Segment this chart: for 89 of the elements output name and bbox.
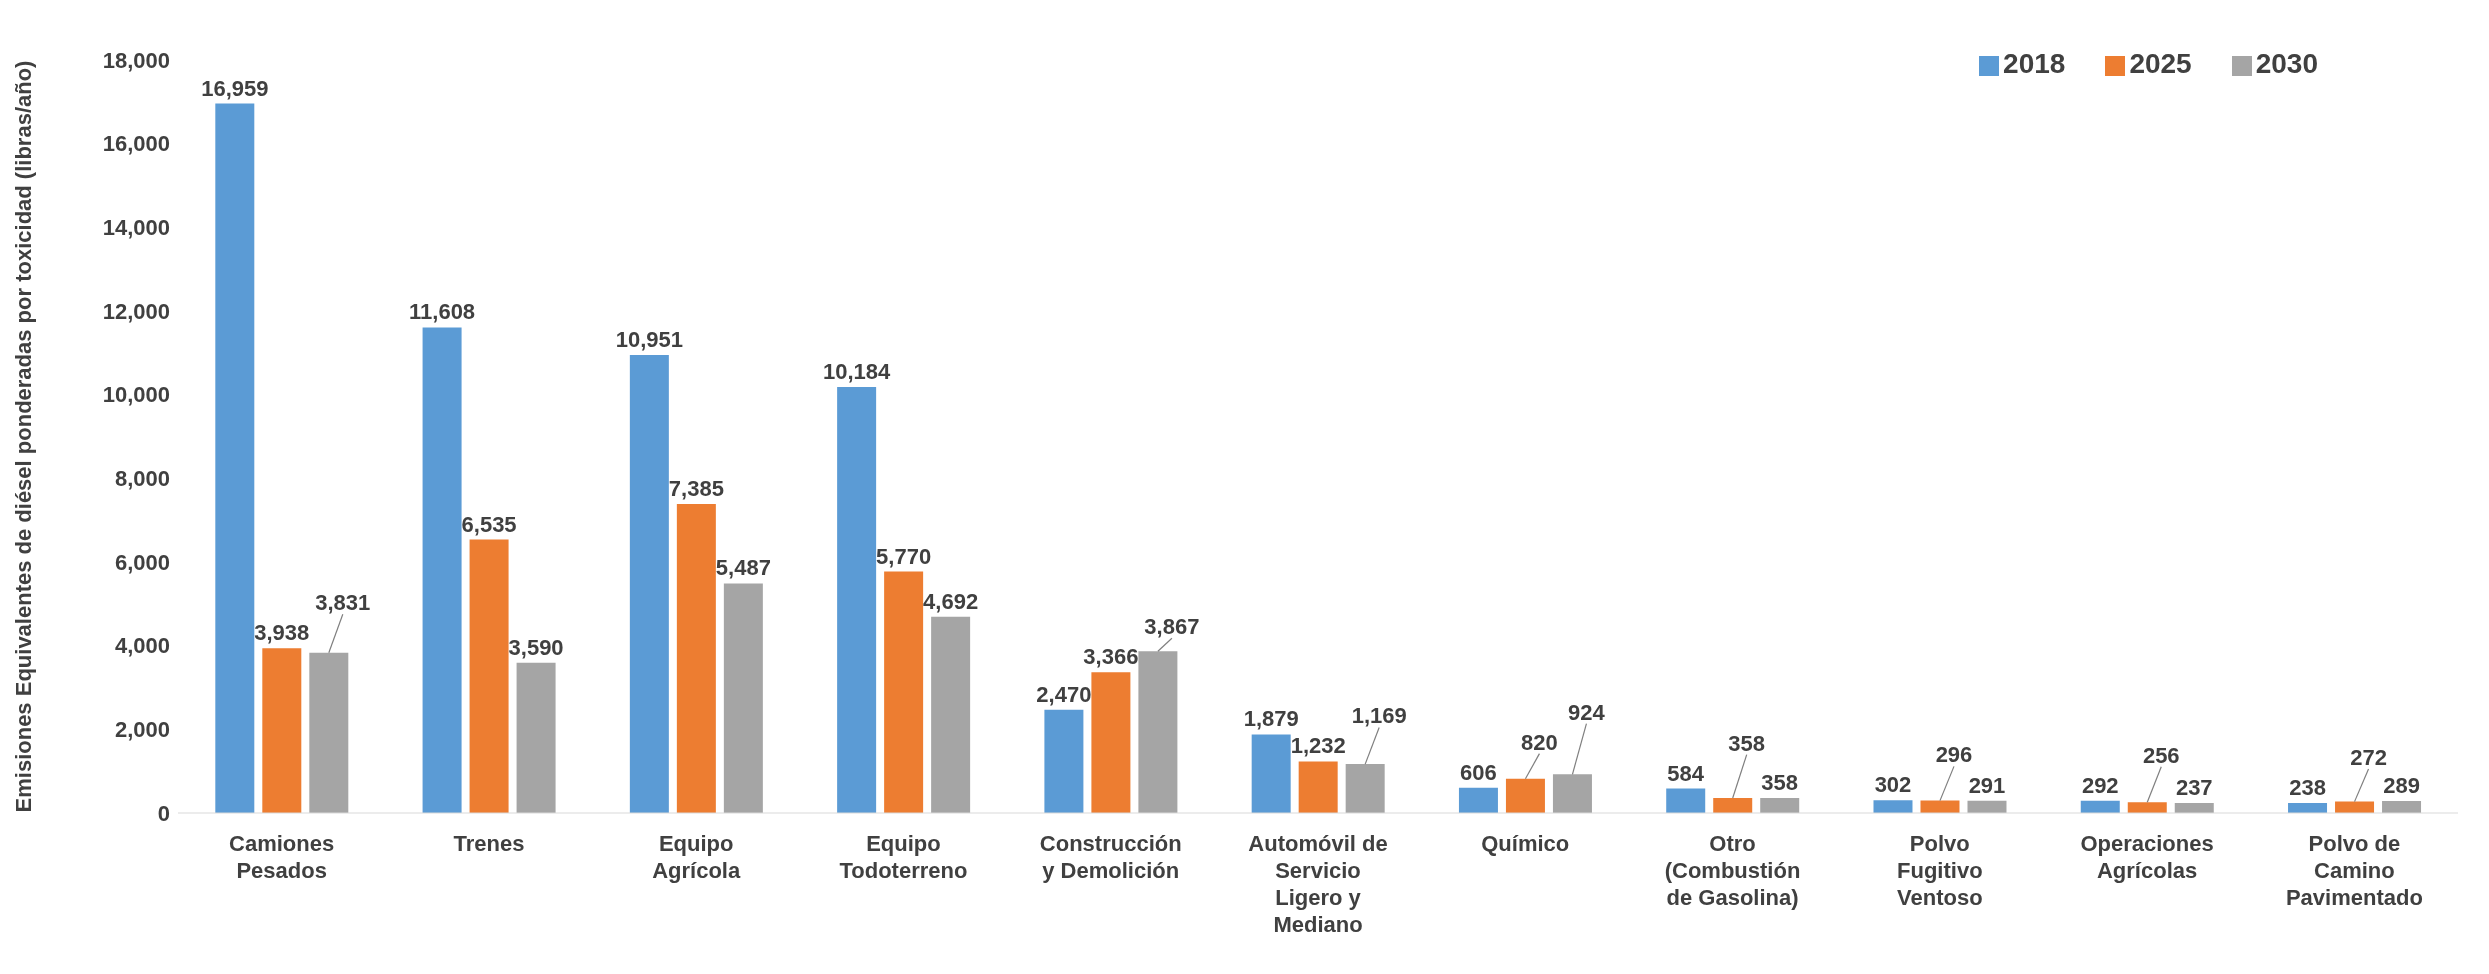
- y-tick-label: 14,000: [102, 215, 170, 241]
- data-label: 11,608: [409, 299, 476, 325]
- data-label: 924: [1568, 699, 1606, 725]
- bar: [215, 103, 255, 813]
- data-label: 291: [1968, 772, 2006, 798]
- data-label: 237: [2175, 775, 2213, 801]
- data-label: 1,232: [1290, 733, 1346, 759]
- data-label: 1,169: [1351, 703, 1407, 729]
- data-label: 272: [2350, 745, 2387, 771]
- bar: [837, 386, 877, 813]
- y-tick-label: 12,000: [102, 298, 170, 324]
- x-tick-label: Operaciones Agrícolas: [2080, 831, 2214, 883]
- data-label: 1,879: [1243, 706, 1299, 732]
- data-label: 10,951: [615, 326, 683, 352]
- data-label: 16,959: [201, 75, 269, 101]
- data-label: 606: [1460, 759, 1497, 785]
- data-label: 2,470: [1036, 681, 1092, 707]
- bar: [1873, 800, 1913, 813]
- y-tick-label: 0: [157, 800, 170, 826]
- x-tick-label: Otro (Combustión de Gasolina): [1664, 831, 1801, 910]
- data-label: 296: [1935, 742, 1973, 768]
- data-label: 256: [2142, 742, 2180, 768]
- x-tick-label: Químico: [1481, 831, 1570, 856]
- y-tick-label: 4,000: [114, 633, 170, 659]
- y-tick-label: 16,000: [102, 131, 170, 157]
- data-label: 4,692: [923, 588, 979, 614]
- x-tick-label: Construcción y Demolición: [1039, 831, 1182, 883]
- y-axis-title: Emisiones Equivalentes de diésel ponderadas por toxicidad (libras/año): [10, 60, 36, 813]
- data-label: 3,590: [508, 634, 564, 660]
- data-label: 7,385: [668, 476, 724, 502]
- bar: [1345, 764, 1385, 813]
- data-label: 358: [1728, 730, 1766, 756]
- bar: [2127, 802, 2167, 813]
- x-tick-label: Automóvil de Servicio Ligero y Mediano: [1248, 831, 1388, 937]
- data-label: 584: [1667, 760, 1705, 786]
- y-tick-label: 18,000: [102, 47, 170, 73]
- data-label: 358: [1761, 770, 1799, 796]
- bar: [309, 652, 349, 813]
- bar: [1505, 778, 1545, 813]
- bar: [884, 571, 924, 813]
- legend-label: 2025: [2129, 48, 2192, 79]
- legend-label: 2018: [2003, 48, 2066, 79]
- data-label: 3,938: [254, 620, 310, 646]
- bar: [931, 616, 971, 813]
- bar: [2080, 800, 2120, 813]
- data-label: 3,831: [315, 590, 371, 616]
- data-label: 289: [2383, 772, 2420, 798]
- bar: [1967, 800, 2007, 813]
- data-label: 238: [2289, 775, 2326, 801]
- y-tick-label: 2,000: [114, 717, 170, 743]
- bar: [723, 583, 763, 813]
- bar: [262, 648, 302, 813]
- x-tick-label: Trenes: [453, 831, 525, 856]
- x-tick-label: Equipo Agrícola: [652, 831, 741, 883]
- bar: [1044, 709, 1084, 813]
- data-label: 820: [1521, 729, 1558, 755]
- bar: [2174, 803, 2214, 813]
- bar: [1091, 672, 1131, 813]
- y-tick-label: 6,000: [114, 549, 170, 575]
- data-label: 5,487: [715, 555, 771, 581]
- x-tick-label: Polvo Fugitivo Ventoso: [1897, 831, 1983, 910]
- bar: [422, 327, 462, 813]
- bar: [516, 662, 556, 813]
- bar: [1251, 734, 1291, 813]
- bar: [1298, 761, 1338, 813]
- bar: [1666, 788, 1706, 813]
- bar: [2288, 803, 2328, 813]
- bar: [676, 504, 716, 813]
- data-label: 6,535: [461, 511, 517, 537]
- data-label: 10,184: [822, 358, 892, 384]
- data-label: 3,867: [1144, 614, 1200, 640]
- x-tick-label: Camiones Pesados: [229, 831, 335, 883]
- x-tick-label: Equipo Todoterreno: [839, 831, 968, 883]
- bar: [1760, 798, 1800, 813]
- data-label: 5,770: [876, 543, 932, 569]
- legend-label: 2030: [2255, 48, 2318, 79]
- bar: [1138, 651, 1178, 813]
- bar: [2382, 800, 2422, 813]
- bar: [629, 354, 669, 813]
- data-label: 302: [1874, 772, 1912, 798]
- x-tick-label: Polvo de Camino Pavimentado: [2285, 831, 2423, 910]
- bar: [1458, 787, 1498, 813]
- bar: [469, 539, 509, 813]
- y-tick-label: 10,000: [102, 382, 170, 408]
- bar: [1552, 774, 1592, 813]
- data-label: 292: [2081, 772, 2119, 798]
- y-tick-label: 8,000: [114, 466, 170, 492]
- bar: [1713, 798, 1753, 813]
- data-label: 3,366: [1083, 644, 1139, 670]
